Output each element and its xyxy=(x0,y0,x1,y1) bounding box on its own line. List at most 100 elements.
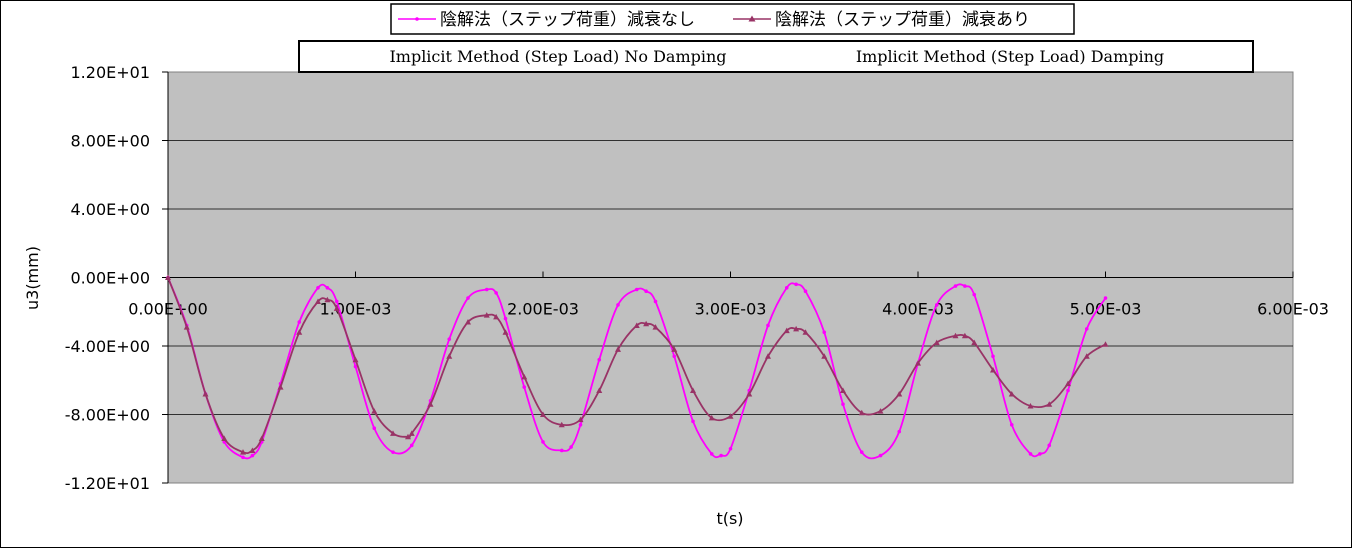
series-0-point-50 xyxy=(963,284,967,288)
series-0-point-20 xyxy=(494,291,498,295)
series-0-point-45 xyxy=(878,453,883,458)
series-0-point-26 xyxy=(578,422,583,427)
series-0-point-43 xyxy=(841,402,845,407)
series-1-point-25 xyxy=(558,421,565,428)
series-0-point-39 xyxy=(784,285,789,290)
series-0-point-15 xyxy=(409,443,414,448)
series-1-point-47 xyxy=(933,339,940,346)
series-1-point-42 xyxy=(840,387,846,394)
series-1-point-22 xyxy=(502,329,509,335)
series-1-point-30 xyxy=(643,320,650,327)
series-0-point-49 xyxy=(953,284,958,288)
series-0-point-9 xyxy=(316,285,320,290)
series-0-point-48 xyxy=(934,303,939,307)
y-tick-label-6: -1.20E+01 xyxy=(65,474,150,493)
series-0-point-44 xyxy=(859,450,864,454)
x-axis: 0.00E+00 1.00E-03 2.00E-03 3.00E-03 4.00E-03… xyxy=(128,271,1329,319)
x-tick-label-1: 1.00E-03 xyxy=(320,300,392,319)
legend-marker-no-damping xyxy=(415,17,419,21)
series-1-point-43 xyxy=(858,409,865,416)
series-1-point-12 xyxy=(352,356,359,363)
series-1-point-49 xyxy=(961,332,968,339)
series-0-point-19 xyxy=(484,287,489,292)
series-0-point-5 xyxy=(250,453,255,458)
y-axis-title: u3(mm) xyxy=(23,246,42,310)
x-axis-title: t(s) xyxy=(716,509,743,528)
series-1-point-10 xyxy=(324,296,331,303)
annotation-frame xyxy=(298,40,1254,73)
series-0-point-14 xyxy=(391,450,395,454)
series-1-point-34 xyxy=(708,414,715,421)
series-0-point-58 xyxy=(1084,327,1089,331)
series-1-point-38 xyxy=(783,327,790,334)
series-1-point-14 xyxy=(390,430,396,436)
series-0-point-32 xyxy=(672,354,677,359)
series-0-point-4 xyxy=(241,455,245,460)
series-0-point-8 xyxy=(297,320,302,324)
series-0-point-24 xyxy=(559,448,564,453)
series-1-point-23 xyxy=(521,373,528,380)
series-0-point-57 xyxy=(1066,388,1070,393)
series-1-point-32 xyxy=(671,346,678,352)
legend-label-damping: 陰解法（ステップ荷重）減衰あり xyxy=(775,10,1030,30)
series-group xyxy=(165,274,1109,460)
series-1-point-4 xyxy=(240,449,246,455)
series-1-point-3 xyxy=(221,435,228,441)
x-tick-label-4: 4.00E-03 xyxy=(882,300,954,319)
series-0-point-41 xyxy=(803,289,808,294)
series-1-point-20 xyxy=(483,312,490,318)
series-1-point-7 xyxy=(277,384,284,390)
x-tick-label-3: 3.00E-03 xyxy=(695,300,767,319)
annotation-right-text: Implicit Method (Step Load) Damping xyxy=(856,47,1164,66)
series-1-point-45 xyxy=(896,390,903,397)
annotation-left-text: Implicit Method (Step Load) No Damping xyxy=(389,47,726,66)
series-1-point-28 xyxy=(615,346,621,352)
series-0-point-21 xyxy=(503,316,508,321)
series-0-point-25 xyxy=(569,445,573,449)
series-0-point-12 xyxy=(353,364,358,369)
series-1-point-17 xyxy=(427,401,434,407)
series-0-point-27 xyxy=(597,357,602,362)
series-1-point-36 xyxy=(746,390,753,397)
series-1-point-8 xyxy=(296,329,303,335)
series-1-point-16 xyxy=(408,430,415,436)
series-1-point-11 xyxy=(333,305,340,311)
y-tick-label-2: 4.00E+00 xyxy=(71,200,151,219)
series-0-point-36 xyxy=(728,446,733,451)
series-1-point-2 xyxy=(202,390,209,397)
series-0-point-22 xyxy=(522,385,527,389)
series-1-point-15 xyxy=(405,433,411,440)
series-1-point-57 xyxy=(1102,341,1109,347)
y-tick-label-0: 1.20E+01 xyxy=(71,63,151,82)
y-tick-label-3: 0.00E+00 xyxy=(71,269,151,288)
series-0-point-30 xyxy=(644,289,648,294)
series-1-point-31 xyxy=(652,324,659,330)
series-0-point-17 xyxy=(447,337,452,341)
series-0-point-11 xyxy=(334,299,339,304)
y-axis: 1.20E+01 8.00E+00 4.00E+00 0.00E+00 -4.00E+0… xyxy=(65,63,169,493)
x-tick-label-2: 2.00E-03 xyxy=(507,300,579,319)
series-1-point-18 xyxy=(446,353,453,359)
y-tick-label-4: -4.00E+00 xyxy=(65,337,150,356)
series-1-point-0 xyxy=(165,274,171,280)
series-0-point-13 xyxy=(372,426,377,431)
series-1-point-52 xyxy=(1008,390,1015,397)
legend-label-no-damping: 陰解法（ステップ荷重）減衰なし xyxy=(440,10,695,30)
series-0-point-40 xyxy=(794,282,798,287)
legend: 陰解法（ステップ荷重）減衰なし 陰解法（ステップ荷重）減衰あり xyxy=(390,3,1075,35)
series-1-point-51 xyxy=(990,366,996,373)
series-1-point-56 xyxy=(1083,353,1090,359)
series-0-point-51 xyxy=(972,292,977,297)
series-1-point-50 xyxy=(971,339,978,346)
series-1-point-44 xyxy=(877,408,884,414)
series-1-point-35 xyxy=(727,413,734,419)
y-tick-label-5: -8.00E+00 xyxy=(65,406,150,425)
series-1-point-1 xyxy=(183,324,190,330)
series-1-point-6 xyxy=(258,435,265,441)
x-tick-label-6: 6.00E-03 xyxy=(1257,300,1329,319)
series-0-point-53 xyxy=(1009,422,1014,427)
series-1-point-24 xyxy=(540,411,546,417)
annotation-box: Implicit Method (Step Load) No Damping I… xyxy=(298,40,1254,73)
series-0-point-59 xyxy=(1103,296,1108,300)
